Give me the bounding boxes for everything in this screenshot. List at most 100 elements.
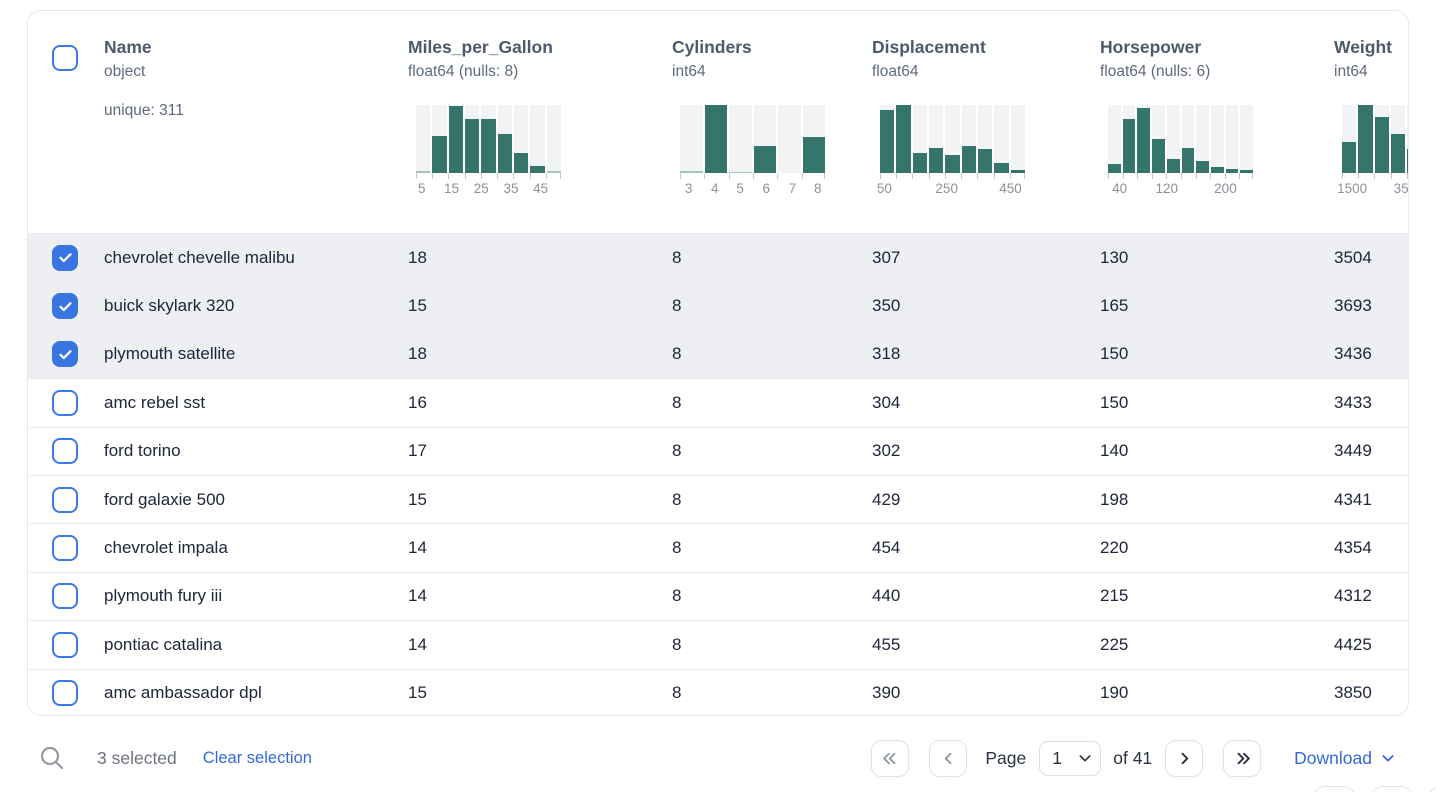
- histogram-bars: [1342, 105, 1408, 173]
- chevron-down-icon: [1382, 755, 1394, 762]
- table-row[interactable]: ford torino 17 8 302 140 3449: [28, 426, 1408, 475]
- row-checkbox[interactable]: [52, 438, 78, 465]
- histogram-bar: [481, 118, 496, 173]
- tick-mark: [944, 173, 959, 179]
- histogram-axis-ticks: [1108, 173, 1253, 179]
- cell-name: amc rebel sst: [104, 392, 206, 412]
- column-histogram: 40 120 200: [1108, 105, 1254, 199]
- clear-selection-link[interactable]: Clear selection: [202, 748, 312, 767]
- histogram-bar: [448, 106, 463, 173]
- tick-mark: [513, 173, 527, 179]
- histogram-axis-labels: 3 4 5 6 7 8: [680, 181, 825, 199]
- table-row[interactable]: chevrolet chevelle malibu 18 8 307 130 3504: [28, 233, 1408, 282]
- cell-value: 304: [872, 392, 901, 412]
- histogram-bars: [680, 105, 825, 173]
- row-checkbox-cell: [52, 680, 104, 707]
- cell-value: 8: [672, 634, 682, 654]
- table-row[interactable]: pontiac catalina 14 8 455 225 4425: [28, 620, 1408, 669]
- cell-name: pontiac catalina: [104, 634, 223, 654]
- tick-label: 6: [762, 181, 771, 196]
- row-checkbox[interactable]: [52, 680, 78, 707]
- tick-mark: [912, 173, 926, 179]
- tick-mark: [480, 173, 495, 179]
- row-checkbox[interactable]: [52, 631, 78, 658]
- row-checkbox-cell: [52, 583, 104, 610]
- cell-value: 454: [872, 538, 901, 558]
- table-row[interactable]: amc ambassador dpl 15 8 390 190 3850: [28, 668, 1408, 715]
- row-checkbox[interactable]: [52, 341, 78, 368]
- histogram-bin: [513, 105, 529, 173]
- column-dtype: int64: [1334, 63, 1368, 80]
- row-checkbox[interactable]: [52, 535, 78, 562]
- histogram-bin: [802, 105, 825, 173]
- table-row[interactable]: plymouth satellite 18 8 318 150 3436: [28, 329, 1408, 379]
- tick-mark: [1224, 173, 1238, 179]
- histogram-bin: [928, 105, 944, 173]
- cell-value: 15: [408, 489, 427, 509]
- cutoff-button-2[interactable]: [1370, 786, 1414, 792]
- table-row[interactable]: amc rebel sst 16 8 304 150 3433: [28, 378, 1408, 427]
- page-select[interactable]: 1: [1039, 740, 1102, 776]
- table-row[interactable]: chevrolet impala 14 8 454 220 4354: [28, 523, 1408, 572]
- histogram-bar: [1196, 161, 1209, 173]
- histogram-bar: [513, 152, 529, 173]
- cutoff-button-1[interactable]: [1312, 786, 1356, 792]
- row-checkbox-cell: [52, 341, 104, 368]
- histogram-bar: [928, 147, 944, 173]
- cell-value: 14: [408, 586, 427, 606]
- row-checkbox[interactable]: [52, 486, 78, 513]
- row-checkbox-cell: [52, 486, 104, 513]
- tick-mark: [1009, 173, 1025, 179]
- row-checkbox[interactable]: [52, 389, 78, 416]
- first-page-button[interactable]: [871, 739, 910, 777]
- cell-value: 225: [1100, 634, 1129, 654]
- table-row[interactable]: ford galaxie 500 15 8 429 198 4341: [28, 474, 1408, 524]
- histogram-bars: [880, 105, 1025, 173]
- tick-mark: [1406, 173, 1408, 179]
- tick-mark: [728, 173, 751, 179]
- tick-label: 35: [503, 181, 519, 196]
- histogram-bin: [1108, 105, 1121, 173]
- table-row[interactable]: plymouth fury iii 14 8 440 215 4312: [28, 571, 1408, 621]
- row-checkbox[interactable]: [52, 583, 78, 610]
- tick-label: 200: [1214, 181, 1237, 196]
- histogram-bin: [1240, 105, 1254, 173]
- data-table-card: Name object unique: 311 Miles_per_Gallon flo…: [27, 10, 1409, 716]
- next-page-button[interactable]: [1165, 739, 1204, 777]
- search-icon[interactable]: [39, 745, 65, 771]
- tick-label: 50: [876, 181, 892, 196]
- cell-value: 15: [408, 296, 427, 316]
- histogram-bar: [1358, 105, 1373, 173]
- cell-value: 8: [672, 683, 682, 703]
- histogram-bar: [994, 162, 1009, 173]
- table-row[interactable]: buick skylark 320 15 8 350 165 3693: [28, 281, 1408, 330]
- cell-value: 3693: [1334, 296, 1372, 316]
- row-checkbox[interactable]: [52, 293, 78, 320]
- cell-value: 8: [672, 247, 682, 267]
- header-checkbox-cell: [52, 35, 104, 233]
- cell-value: 130: [1100, 247, 1129, 267]
- histogram-bin: [416, 105, 431, 173]
- histogram-bin: [464, 105, 480, 173]
- cutoff-button-3[interactable]: [1428, 786, 1436, 792]
- histogram-bar: [530, 165, 545, 173]
- cell-value: 4312: [1334, 586, 1372, 606]
- tick-label: 5: [736, 181, 744, 196]
- column-histogram: 50 250 450: [876, 105, 1025, 199]
- cell-value: 140: [1100, 441, 1129, 461]
- prev-page-button[interactable]: [929, 739, 968, 777]
- last-page-button[interactable]: [1223, 739, 1262, 777]
- column-unique-count: unique: 311: [104, 102, 184, 119]
- column-header-name: Name object unique: 311: [104, 35, 408, 233]
- select-all-checkbox[interactable]: [52, 45, 78, 71]
- download-button[interactable]: Download: [1294, 748, 1396, 769]
- histogram-bar: [1152, 139, 1165, 173]
- tick-mark: [1166, 173, 1179, 179]
- cell-name: ford galaxie 500: [104, 489, 225, 509]
- histogram-bin: [1196, 105, 1209, 173]
- column-title: Horsepower: [1100, 37, 1202, 57]
- histogram-bar: [1390, 134, 1406, 173]
- row-checkbox[interactable]: [52, 244, 78, 271]
- tick-label: 45: [533, 181, 549, 196]
- histogram-bars: [416, 105, 561, 173]
